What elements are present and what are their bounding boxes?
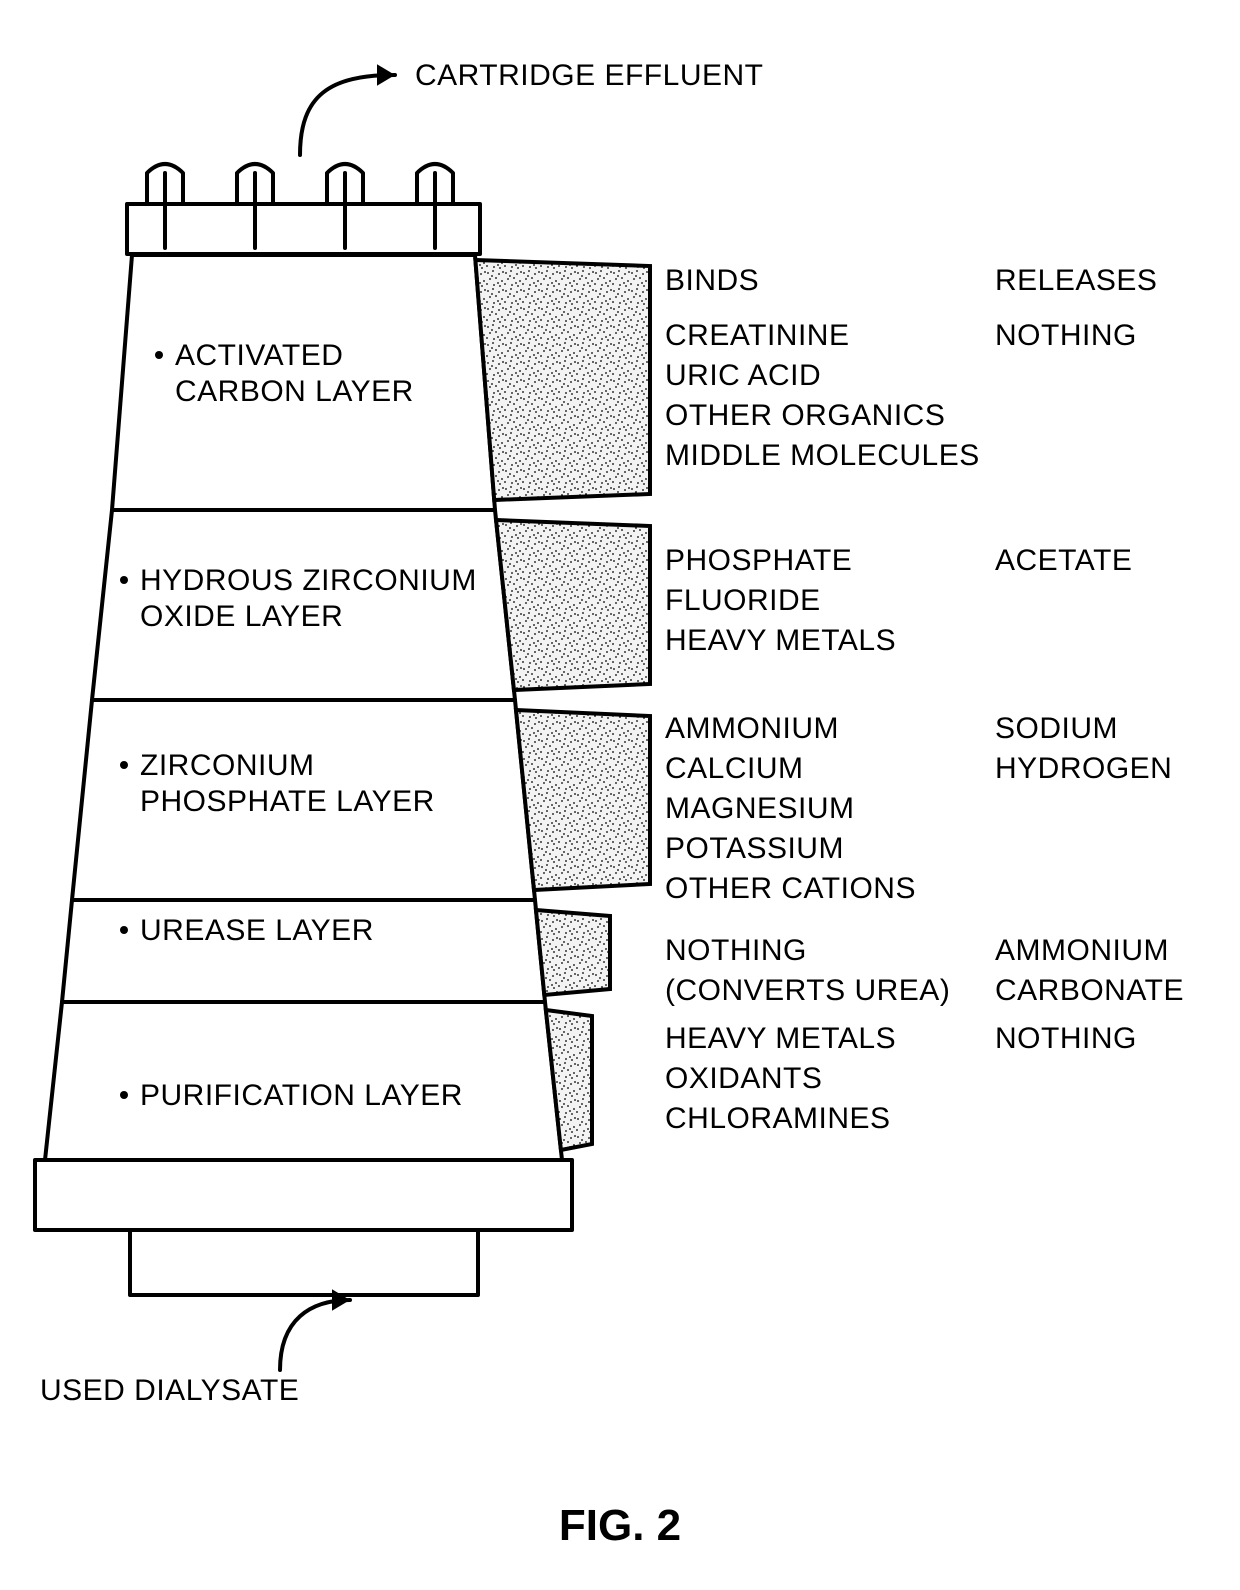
layer-4-label-0: PURIFICATION LAYER xyxy=(140,1079,463,1112)
binds-0-0: CREATININE xyxy=(665,319,849,352)
layer-1-label-1: OXIDE LAYER xyxy=(140,600,343,633)
layer-2-label-1: PHOSPHATE LAYER xyxy=(140,785,435,818)
figure-container: BINDS RELEASES ACTIVATEDCARBON LAYER HYDROU… xyxy=(0,0,1240,1590)
binds-4-2: CHLORAMINES xyxy=(665,1102,891,1135)
releases-4-0: NOTHING xyxy=(995,1022,1137,1055)
binds-1-0: PHOSPHATE xyxy=(665,544,852,577)
releases-2-0: SODIUM xyxy=(995,712,1118,745)
releases-0-0: NOTHING xyxy=(995,319,1137,352)
cartridge-diagram: BINDS RELEASES ACTIVATEDCARBON LAYER HYDROU… xyxy=(35,59,1184,1550)
binds-0-1: URIC ACID xyxy=(665,359,821,392)
binds-header: BINDS xyxy=(665,264,759,297)
binds-2-4: OTHER CATIONS xyxy=(665,872,916,905)
bottom-arrow xyxy=(280,1300,350,1370)
layer-0-label-0: ACTIVATED xyxy=(175,339,343,372)
top-label: CARTRIDGE EFFLUENT xyxy=(415,59,763,92)
binds-3-0: NOTHING xyxy=(665,934,807,967)
binds-1-2: HEAVY METALS xyxy=(665,624,896,657)
releases-2-1: HYDROGEN xyxy=(995,752,1172,785)
binds-4-1: OXIDANTS xyxy=(665,1062,822,1095)
layer-0-callout xyxy=(475,260,650,500)
binds-0-3: MIDDLE MOLECULES xyxy=(665,439,980,472)
binds-4-0: HEAVY METALS xyxy=(665,1022,896,1055)
figure-svg: BINDS RELEASES ACTIVATEDCARBON LAYER HYDROU… xyxy=(0,0,1240,1590)
binds-0-2: OTHER ORGANICS xyxy=(665,399,945,432)
binds-3-1: (CONVERTS UREA) xyxy=(665,974,950,1007)
layer-3-callout xyxy=(536,910,610,995)
layer-1-callout xyxy=(496,520,650,690)
releases-header: RELEASES xyxy=(995,264,1157,297)
top-arrow xyxy=(300,75,395,155)
bottom-label: USED DIALYSATE xyxy=(40,1374,299,1407)
binds-2-1: CALCIUM xyxy=(665,752,804,785)
layer-4-callout xyxy=(546,1010,592,1150)
layer-2-callout xyxy=(516,710,650,890)
layer-1-label-0: HYDROUS ZIRCONIUM xyxy=(140,564,477,597)
binds-1-1: FLUORIDE xyxy=(665,584,821,617)
base-tube xyxy=(130,1230,478,1295)
cartridge-rim xyxy=(127,204,480,254)
layer-2-label-0: ZIRCONIUM xyxy=(140,749,314,782)
binds-2-0: AMMONIUM xyxy=(665,712,839,745)
binds-2-2: MAGNESIUM xyxy=(665,792,855,825)
figure-caption: FIG. 2 xyxy=(559,1501,681,1550)
releases-1-0: ACETATE xyxy=(995,544,1132,577)
base-ring xyxy=(35,1160,572,1230)
layer-3-label-0: UREASE LAYER xyxy=(140,914,374,947)
binds-2-3: POTASSIUM xyxy=(665,832,844,865)
layer-0-label-1: CARBON LAYER xyxy=(175,375,414,408)
releases-3-0: AMMONIUM xyxy=(995,934,1169,967)
releases-3-1: CARBONATE xyxy=(995,974,1184,1007)
